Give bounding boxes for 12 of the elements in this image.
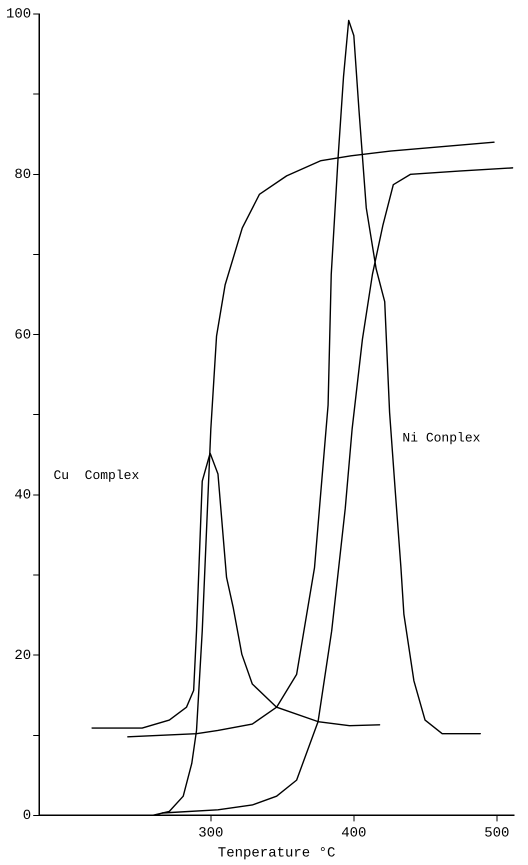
y-tick-label: 40 xyxy=(14,488,32,504)
x-tick-label: 400 xyxy=(341,826,366,842)
annotation: Ni Conplex xyxy=(402,430,481,446)
x-axis-title: Tenperature °C xyxy=(218,845,336,862)
y-tick-label: 80 xyxy=(14,166,32,183)
y-tick-label: 60 xyxy=(14,327,32,344)
y-tick-label: 100 xyxy=(6,6,32,23)
y-tick-label: 20 xyxy=(14,648,32,664)
y-tick-label: 0 xyxy=(22,808,32,824)
annotation: Cu Complex xyxy=(53,468,140,484)
x-tick-label: 300 xyxy=(198,826,224,842)
x-tick-label: 500 xyxy=(484,826,510,842)
